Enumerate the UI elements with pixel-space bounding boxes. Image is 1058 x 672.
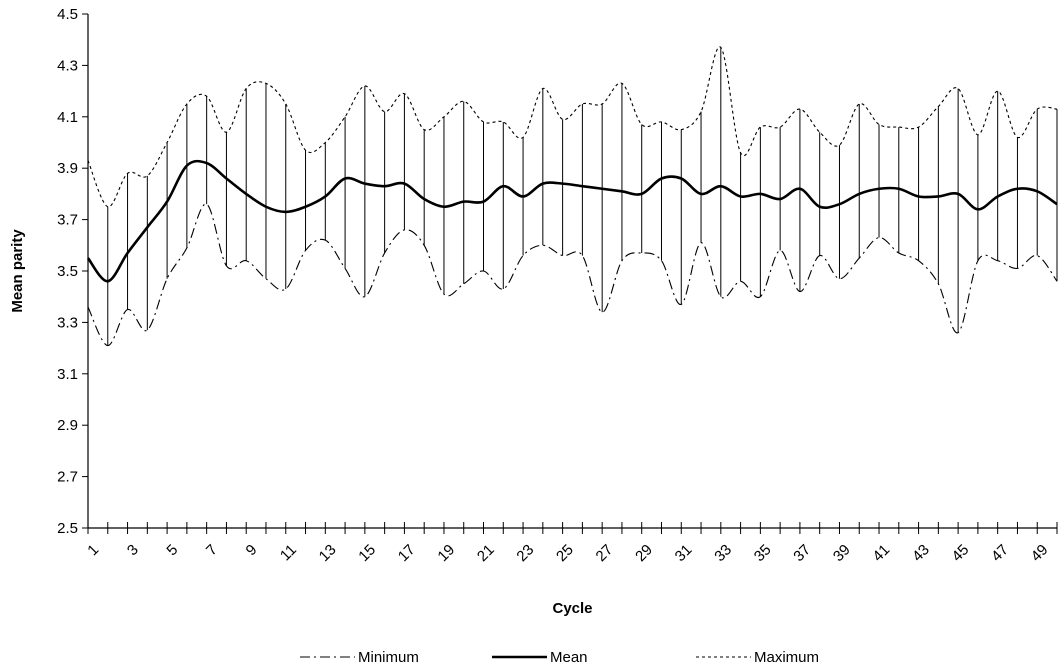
y-tick-label: 2.9: [57, 417, 78, 434]
x-tick-label: 47: [988, 541, 1012, 565]
legend-label-maximum: Maximum: [754, 649, 819, 666]
y-tick-label: 3.3: [57, 314, 78, 331]
x-tick-label: 21: [474, 541, 498, 565]
x-tick-label: 13: [316, 541, 340, 565]
y-tick-label: 3.1: [57, 366, 78, 383]
x-tick-label: 19: [434, 541, 458, 565]
x-tick-label: 1: [84, 541, 102, 559]
x-tick-label: 41: [869, 541, 893, 565]
x-tick-label: 49: [1028, 541, 1052, 565]
y-tick-label: 2.5: [57, 520, 78, 537]
x-tick-label: 35: [751, 541, 775, 565]
x-tick-label: 7: [203, 541, 221, 559]
y-tick-label: 3.9: [57, 160, 78, 177]
x-tick-label: 29: [632, 541, 656, 565]
x-tick-label: 3: [124, 541, 142, 559]
series-lines: [86, 46, 1058, 347]
x-tick-label: 25: [553, 541, 577, 565]
legend-label-minimum: Minimum: [358, 649, 419, 666]
y-tick-label: 4.5: [57, 6, 78, 23]
x-tick-label: 39: [830, 541, 854, 565]
y-tick-label: 3.7: [57, 212, 78, 229]
range-bars: [87, 47, 1058, 346]
series-line-minimum: [87, 203, 1058, 347]
y-axis-title: Mean parity: [9, 229, 26, 313]
y-tick-label: 2.7: [57, 469, 78, 486]
x-tick-label: 45: [949, 541, 973, 565]
y-tick-label: 3.5: [57, 263, 78, 280]
x-tick-label: 43: [909, 541, 933, 565]
x-tick-label: 15: [355, 541, 379, 565]
series-line-maximum: [87, 46, 1058, 208]
series-line-mean: [86, 159, 1058, 283]
x-tick-label: 11: [277, 541, 300, 564]
x-axis-title: Cycle: [552, 600, 592, 617]
legend-label-mean: Mean: [550, 649, 588, 666]
y-tick-label: 4.1: [57, 109, 78, 126]
y-tick-label: 4.3: [57, 57, 78, 74]
x-tick-label: 27: [593, 541, 617, 565]
axes: [87, 14, 1057, 529]
x-tick-label: 23: [513, 541, 537, 565]
x-tick-label: 5: [163, 541, 181, 559]
x-tick-label: 31: [672, 541, 696, 565]
x-tick-label: 37: [790, 541, 814, 565]
legend: Minimum Mean Maximum: [300, 649, 819, 666]
y-axis-ticks: 2.5 2.7 2.9 3.1 3.3 3.5 3.7 3.9 4.1 4.3 4.5: [57, 6, 88, 537]
x-tick-label: 33: [711, 541, 735, 565]
x-tick-label: 17: [395, 541, 419, 565]
x-tick-label: 9: [243, 541, 261, 559]
